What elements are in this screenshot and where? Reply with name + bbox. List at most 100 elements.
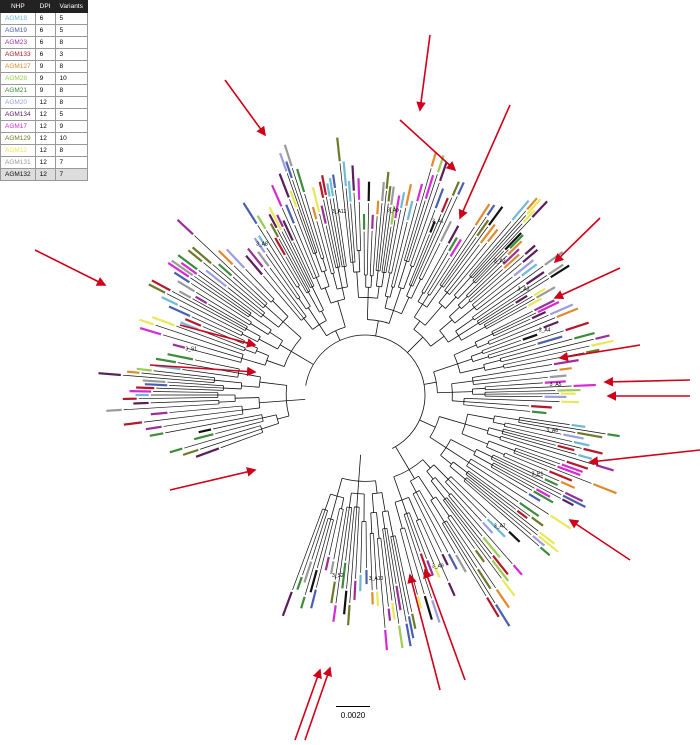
- tip-label-mark: [508, 530, 521, 543]
- legend-row: AGM127 9 8: [0, 60, 88, 73]
- tree-branch: [502, 433, 577, 455]
- tip-label-mark: [550, 264, 570, 279]
- tree-branch: [485, 382, 543, 388]
- tree-branch: [249, 314, 272, 331]
- tip-label-mark: [168, 305, 191, 318]
- tree-branch: [298, 298, 307, 310]
- tree-branch: [346, 506, 352, 509]
- tree-branch: [445, 481, 482, 522]
- tree-branch: [376, 270, 379, 287]
- tip-label-mark: [149, 432, 164, 437]
- tip-label-mark: [562, 494, 586, 508]
- variant-arrow: [407, 573, 441, 691]
- tree-branch: [235, 397, 260, 399]
- tree-branch: [404, 259, 409, 263]
- node-label: 3_A9: [432, 563, 444, 569]
- tip-label-mark: [479, 223, 496, 244]
- tree-branch: [468, 470, 531, 517]
- tree-branch: [307, 291, 320, 313]
- tip-label-mark: [180, 321, 199, 331]
- tree-branch: [493, 421, 505, 426]
- tree-branch: [438, 292, 448, 303]
- tree-branch: [169, 405, 242, 413]
- tree-branch: [371, 493, 375, 513]
- tree-branch: [401, 499, 408, 514]
- tree-branch: [269, 331, 283, 342]
- tree-branch: [336, 478, 343, 497]
- tree-branch: [455, 330, 462, 341]
- tree-branch: [439, 330, 449, 343]
- tip-label-mark: [253, 237, 266, 254]
- tree-branch: [373, 533, 378, 590]
- tip-label-mark: [559, 367, 572, 371]
- legend-header-dpi: DPI: [34, 0, 56, 13]
- tree-branch: [389, 286, 394, 298]
- tree-branch: [356, 493, 359, 508]
- tree-branch: [454, 307, 475, 324]
- tree-branch: [307, 307, 320, 325]
- legend-variants: 8: [54, 36, 88, 49]
- tree-branch: [415, 520, 435, 564]
- tree-branch: [218, 400, 236, 403]
- tip-label-mark: [347, 180, 352, 202]
- tree-branch: [327, 517, 334, 521]
- variant-arrow: [423, 568, 466, 681]
- tree-branch: [384, 528, 400, 624]
- tree-branch: [241, 332, 244, 336]
- tree-branch: [331, 272, 335, 275]
- tree-branch: [493, 462, 561, 499]
- tree-branch: [392, 536, 409, 615]
- tree-branch: [314, 252, 323, 273]
- tree-branch: [492, 464, 535, 489]
- tip-label-mark: [583, 447, 603, 455]
- tip-label-mark: [434, 188, 445, 209]
- tip-label-mark: [155, 357, 177, 364]
- tree-branch: [485, 395, 543, 398]
- tip-label-mark: [311, 206, 318, 220]
- tip-label-mark: [433, 565, 441, 578]
- node-label: 3_A7: [494, 524, 506, 530]
- tree-branch: [376, 538, 386, 628]
- tip-label-mark: [531, 405, 552, 409]
- tip-label-mark: [544, 380, 566, 384]
- tip-label-mark: [176, 218, 194, 236]
- tree-branch: [341, 497, 345, 509]
- tree-branch: [377, 286, 380, 299]
- tree-branch: [513, 452, 592, 484]
- tree-branch: [476, 276, 521, 311]
- tree-branch: [260, 312, 265, 318]
- tree-branch: [499, 358, 502, 362]
- tree-branch: [447, 514, 452, 518]
- tree-branch: [391, 221, 408, 287]
- tree-branch: [467, 265, 503, 298]
- tree-branch: [339, 163, 352, 263]
- tree-branch: [429, 416, 440, 438]
- legend-header-nhp: NHP: [0, 0, 36, 13]
- tree-branch: [430, 500, 445, 523]
- tree-branch: [472, 387, 486, 390]
- tip-label-mark: [544, 251, 564, 266]
- tip-label-mark: [300, 596, 306, 609]
- tree-branch: [341, 287, 346, 300]
- node-label: 3_A3: [518, 287, 530, 293]
- tree-branch: [278, 238, 309, 293]
- variant-arrow: [179, 324, 257, 348]
- tree-branch: [301, 316, 307, 321]
- legend-row: AGM19 6 5: [0, 24, 88, 37]
- tree-branch: [380, 538, 389, 607]
- tip-label-mark: [303, 561, 313, 583]
- tip-label-mark: [439, 161, 448, 182]
- tree-branch: [446, 242, 487, 293]
- tree-branch: [266, 230, 300, 286]
- tip-label-mark: [177, 280, 196, 293]
- tree-branch: [277, 229, 311, 292]
- tree-branch: [322, 258, 327, 271]
- tree-branch: [141, 372, 215, 381]
- tree-branch: [241, 406, 244, 415]
- tree-branch: [439, 319, 453, 331]
- tree-branch: [461, 300, 471, 309]
- tree-branch: [386, 528, 397, 584]
- node-label: 3_S1: [185, 347, 197, 353]
- tree-branch: [356, 271, 359, 298]
- tree-branch: [246, 328, 261, 337]
